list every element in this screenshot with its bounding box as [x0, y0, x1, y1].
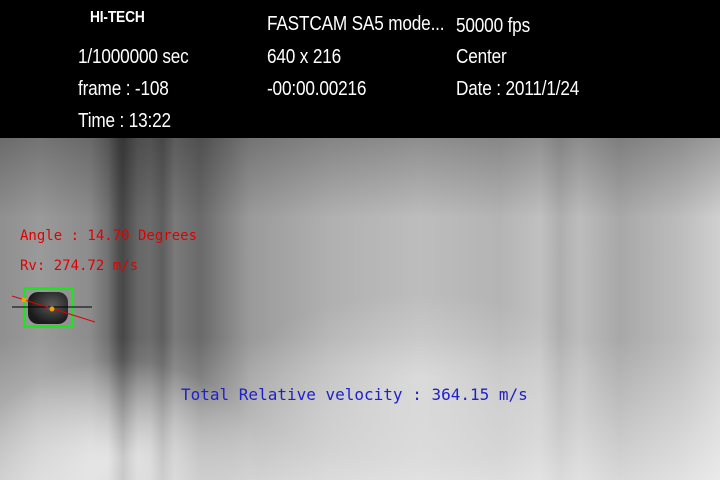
- recording-time: Time : 13:22: [78, 110, 171, 132]
- brand-label: HI-TECH: [90, 9, 145, 26]
- rv-readout: Rv: 274.72 m/s: [20, 258, 139, 274]
- camera-model: FASTCAM SA5 mode...: [267, 13, 445, 35]
- track-point-end: [49, 306, 55, 312]
- trigger-position: Center: [456, 46, 507, 68]
- track-point-start: [21, 297, 27, 303]
- frame-rate: 50000 fps: [456, 15, 531, 37]
- time-offset: -00:00.00216: [267, 78, 367, 100]
- total-velocity-readout: Total Relative velocity : 364.15 m/s: [181, 385, 528, 404]
- shutter-speed: 1/1000000 sec: [78, 46, 189, 68]
- tracked-projectile: [28, 292, 68, 324]
- camera-info-header: HI-TECH FASTCAM SA5 mode... 50000 fps 1/…: [0, 0, 720, 138]
- frame-number: frame : -108: [78, 78, 169, 100]
- recording-date: Date : 2011/1/24: [456, 78, 580, 100]
- camera-frame-image: [0, 138, 720, 480]
- frame-shading: [0, 138, 720, 480]
- angle-readout: Angle : 14.70 Degrees: [20, 228, 198, 244]
- resolution: 640 x 216: [267, 46, 342, 68]
